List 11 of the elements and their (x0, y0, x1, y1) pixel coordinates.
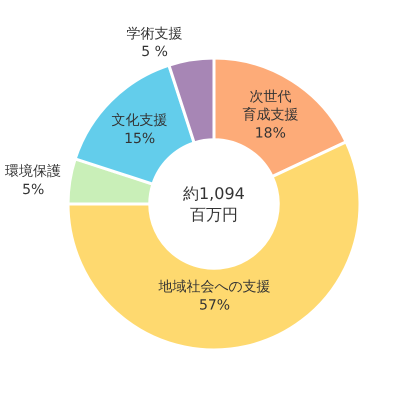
data-label: 5 % (141, 44, 168, 60)
data-label: 57% (198, 297, 230, 314)
slice-label: 環境保護 (5, 164, 62, 180)
slice-label: 次世代育成支援 (242, 89, 298, 124)
slice-label: 文化支援 (112, 112, 168, 129)
slice-label: 学術支援 (126, 26, 183, 42)
data-label: 15% (124, 130, 156, 147)
text: 約1,094 百万円 (183, 184, 245, 224)
data-label: 18% (254, 125, 286, 142)
slice-label: 地域社会への支援 (158, 279, 270, 296)
data-label: 5% (22, 182, 44, 198)
